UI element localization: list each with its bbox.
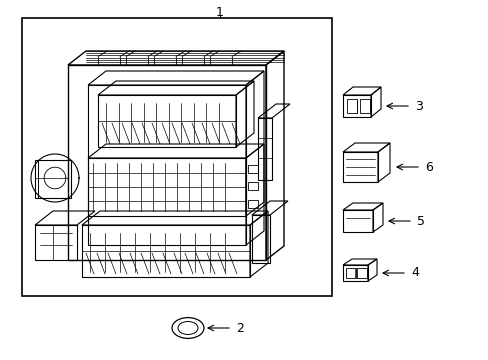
Text: 4: 4: [410, 266, 418, 279]
Bar: [359, 99, 369, 113]
Bar: [342, 152, 377, 182]
Bar: [247, 165, 258, 173]
Bar: [35, 160, 71, 198]
Bar: [35, 225, 77, 260]
Bar: [22, 18, 331, 296]
Bar: [356, 268, 366, 278]
Bar: [251, 215, 269, 263]
Bar: [346, 268, 355, 278]
Bar: [342, 210, 372, 232]
Text: 6: 6: [424, 161, 432, 174]
Bar: [346, 99, 356, 113]
Text: 1: 1: [216, 5, 224, 18]
Bar: [247, 200, 258, 208]
Bar: [342, 95, 370, 117]
Text: 5: 5: [416, 215, 424, 228]
Bar: [247, 182, 258, 190]
Bar: [342, 265, 367, 281]
Text: 2: 2: [236, 321, 244, 334]
Bar: [258, 118, 271, 180]
Text: 3: 3: [414, 99, 422, 113]
